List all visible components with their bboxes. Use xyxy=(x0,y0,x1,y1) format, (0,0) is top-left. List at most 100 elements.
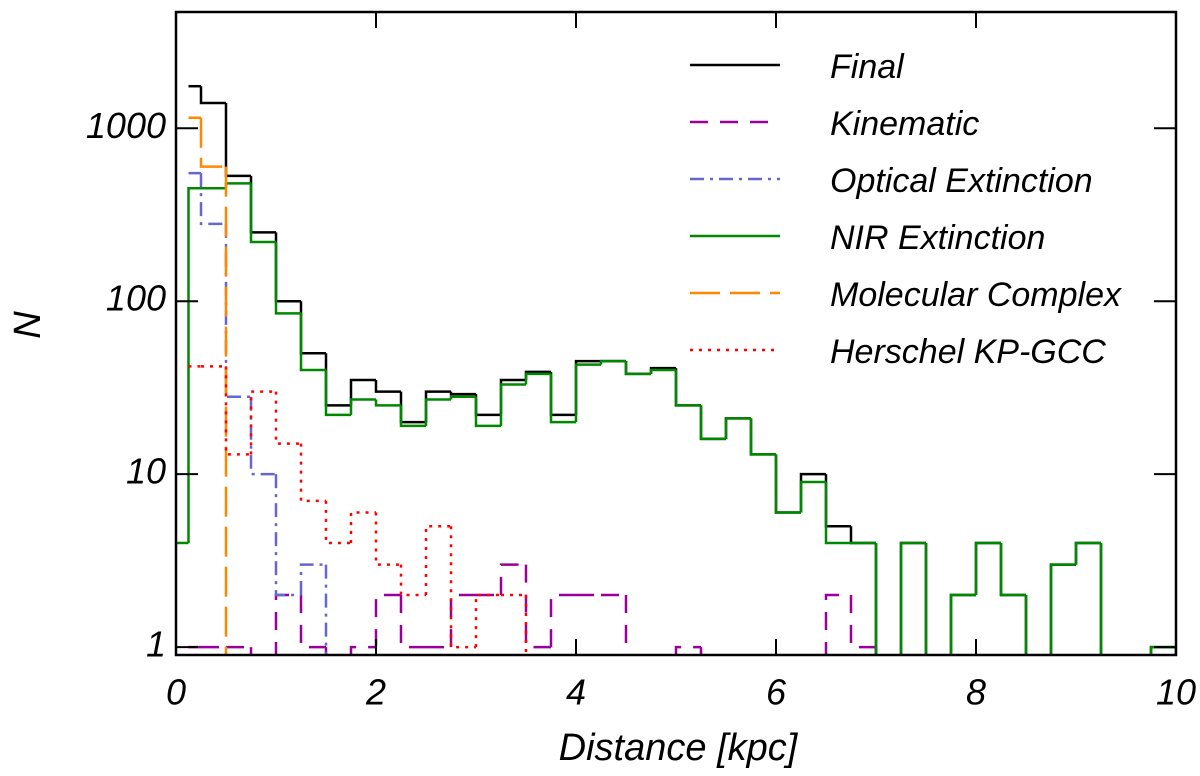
histogram-step xyxy=(187,186,201,543)
histogram-step xyxy=(324,353,351,407)
histogram-step xyxy=(1024,595,1028,655)
histogram-step xyxy=(799,480,826,513)
histogram-step xyxy=(474,396,501,428)
y-tick-label: 10 xyxy=(126,451,166,492)
histogram-step xyxy=(249,183,276,244)
legend-label: Molecular Complex xyxy=(830,276,1122,314)
histogram-step xyxy=(1074,541,1101,565)
histogram-step xyxy=(224,102,251,178)
histogram-step xyxy=(324,500,351,545)
histogram-step xyxy=(374,380,401,393)
histogram-step xyxy=(274,241,301,315)
x-tick-label: 2 xyxy=(365,672,386,713)
histogram-step xyxy=(624,361,651,376)
histogram-step xyxy=(224,223,251,399)
histogram-step xyxy=(324,647,328,655)
histogram-step xyxy=(1024,595,1028,655)
histogram-step xyxy=(1049,563,1076,655)
legend-label: NIR Extinction xyxy=(830,219,1045,257)
histogram-step xyxy=(824,474,851,528)
histogram-step xyxy=(449,391,476,396)
histogram-step xyxy=(924,542,928,655)
histogram-step xyxy=(699,647,703,655)
histogram-step xyxy=(574,363,601,423)
histogram-step xyxy=(199,117,226,168)
histogram-step xyxy=(449,526,476,649)
histogram-step xyxy=(499,383,526,426)
histogram-step xyxy=(324,370,351,417)
histogram-step xyxy=(724,417,751,439)
histogram-step xyxy=(874,647,878,655)
histogram-step xyxy=(674,368,701,407)
histogram-step xyxy=(499,563,526,596)
histogram-step xyxy=(349,511,376,543)
histogram-step xyxy=(299,563,326,596)
histogram-step xyxy=(249,390,276,455)
histogram-step xyxy=(199,86,226,105)
histogram-step xyxy=(1149,645,1176,655)
histogram-step xyxy=(299,595,326,649)
x-tick-label: 4 xyxy=(566,672,586,713)
histogram-step xyxy=(649,368,676,374)
histogram-step xyxy=(999,542,1026,597)
histogram-step xyxy=(674,645,701,655)
histogram-step xyxy=(899,541,926,655)
histogram-step xyxy=(749,418,776,456)
histogram-step xyxy=(1149,645,1176,655)
histogram-step xyxy=(374,593,401,648)
histogram-step xyxy=(249,396,276,476)
histogram-step xyxy=(824,482,851,545)
legend-label: Kinematic xyxy=(830,105,979,143)
histogram-step xyxy=(624,361,651,376)
y-axis-label: N xyxy=(7,311,49,339)
histogram-step xyxy=(224,366,251,456)
histogram-step xyxy=(1099,542,1103,655)
histogram-step xyxy=(774,454,801,514)
histogram-step xyxy=(249,647,253,655)
x-axis-label: Distance [kpc] xyxy=(559,727,799,769)
histogram-step xyxy=(849,595,876,649)
histogram-step xyxy=(274,232,301,303)
histogram-step xyxy=(574,359,601,415)
histogram-step xyxy=(599,359,626,365)
histogram-step xyxy=(849,526,876,545)
histogram-step xyxy=(974,541,1001,596)
histogram-step xyxy=(199,173,226,226)
histogram-step xyxy=(524,595,528,655)
histogram-step xyxy=(399,405,426,428)
histogram-step xyxy=(874,542,878,655)
histogram-step xyxy=(224,166,228,655)
histogram-step xyxy=(474,394,501,417)
histogram-step xyxy=(324,564,328,655)
histogram-step xyxy=(274,593,301,655)
x-tick-label: 0 xyxy=(166,672,186,713)
histogram-step xyxy=(1049,563,1076,655)
histogram-step xyxy=(374,512,401,566)
histogram-step xyxy=(249,175,276,234)
histogram-step xyxy=(474,593,501,648)
legend-label: Herschel KP-GCC xyxy=(830,333,1106,371)
histogram-step xyxy=(349,645,376,655)
histogram-step xyxy=(374,399,401,407)
histogram-step xyxy=(299,443,326,503)
histogram-step xyxy=(549,373,576,424)
histogram-step xyxy=(349,398,376,415)
histogram-step xyxy=(424,398,451,426)
histogram-step xyxy=(274,391,301,445)
histogram-step xyxy=(449,395,476,400)
histogram-step xyxy=(349,378,376,406)
histogram-step xyxy=(699,405,726,441)
histogram-step xyxy=(1099,542,1103,655)
histogram-step xyxy=(674,370,701,407)
histogram-step xyxy=(524,564,551,649)
histogram-step xyxy=(949,593,976,655)
histogram-step xyxy=(399,391,426,424)
histogram-step xyxy=(924,542,928,655)
histogram-step xyxy=(999,542,1026,597)
histogram-step xyxy=(299,301,326,355)
histogram-step xyxy=(299,313,326,372)
histogram-step xyxy=(399,564,426,597)
histogram-step xyxy=(274,474,301,597)
histogram-step xyxy=(774,454,801,514)
